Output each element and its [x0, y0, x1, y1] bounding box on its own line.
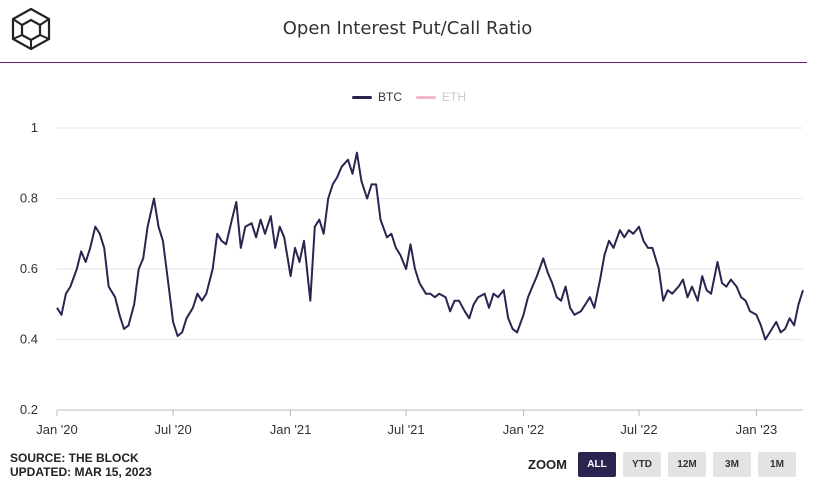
- y-axis: 0.2 0.4 0.6 0.8 1: [20, 120, 38, 417]
- y-tick-label: 0.6: [20, 261, 38, 276]
- chart-plot-area[interactable]: 0.2 0.4 0.6 0.8 1 Jan '20 Jul '20 Jan '21 Jul '…: [0, 110, 815, 440]
- header-divider: [0, 62, 807, 63]
- legend-item-btc[interactable]: BTC: [352, 90, 402, 104]
- legend-swatch-btc: [352, 95, 372, 99]
- updated-label: UPDATED: MAR 15, 2023: [10, 465, 152, 479]
- legend-label-eth: ETH: [442, 90, 466, 104]
- source-label: SOURCE: THE BLOCK: [10, 451, 139, 465]
- zoom-controls: ZOOM ALL YTD 12M 3M 1M: [528, 452, 796, 477]
- y-tick-label: 0.2: [20, 402, 38, 417]
- legend-label-btc: BTC: [378, 90, 402, 104]
- legend-swatch-eth: [416, 95, 436, 99]
- x-tick-label: Jan '20: [36, 422, 78, 437]
- x-tick-label: Jan '21: [270, 422, 312, 437]
- chart-title: Open Interest Put/Call Ratio: [282, 18, 533, 39]
- zoom-12m-button[interactable]: 12M: [668, 452, 706, 477]
- x-tick-label: Jan '22: [503, 422, 545, 437]
- x-tick-label: Jul '21: [387, 422, 424, 437]
- y-tick-label: 0.4: [20, 332, 38, 347]
- y-tick-label: 1: [31, 120, 38, 135]
- zoom-3m-button[interactable]: 3M: [713, 452, 751, 477]
- source-note: SOURCE: THE BLOCK UPDATED: MAR 15, 2023: [10, 451, 152, 479]
- y-tick-label: 0.8: [20, 191, 38, 206]
- legend-item-eth[interactable]: ETH: [416, 90, 466, 104]
- the-block-logo-icon[interactable]: [8, 6, 54, 52]
- chart-grid: [57, 127, 803, 411]
- x-tick-label: Jul '22: [620, 422, 657, 437]
- chart-series: [56, 151, 804, 341]
- series-line-btc[interactable]: [56, 151, 804, 341]
- x-tick-label: Jul '20: [155, 422, 192, 437]
- zoom-all-button[interactable]: ALL: [578, 452, 616, 477]
- zoom-ytd-button[interactable]: YTD: [623, 452, 661, 477]
- x-axis: Jan '20 Jul '20 Jan '21 Jul '21 Jan '22 Jul '…: [36, 410, 777, 437]
- chart-legend: BTC ETH: [352, 90, 466, 104]
- zoom-1m-button[interactable]: 1M: [758, 452, 796, 477]
- zoom-label: ZOOM: [528, 457, 567, 472]
- x-tick-label: Jan '23: [736, 422, 778, 437]
